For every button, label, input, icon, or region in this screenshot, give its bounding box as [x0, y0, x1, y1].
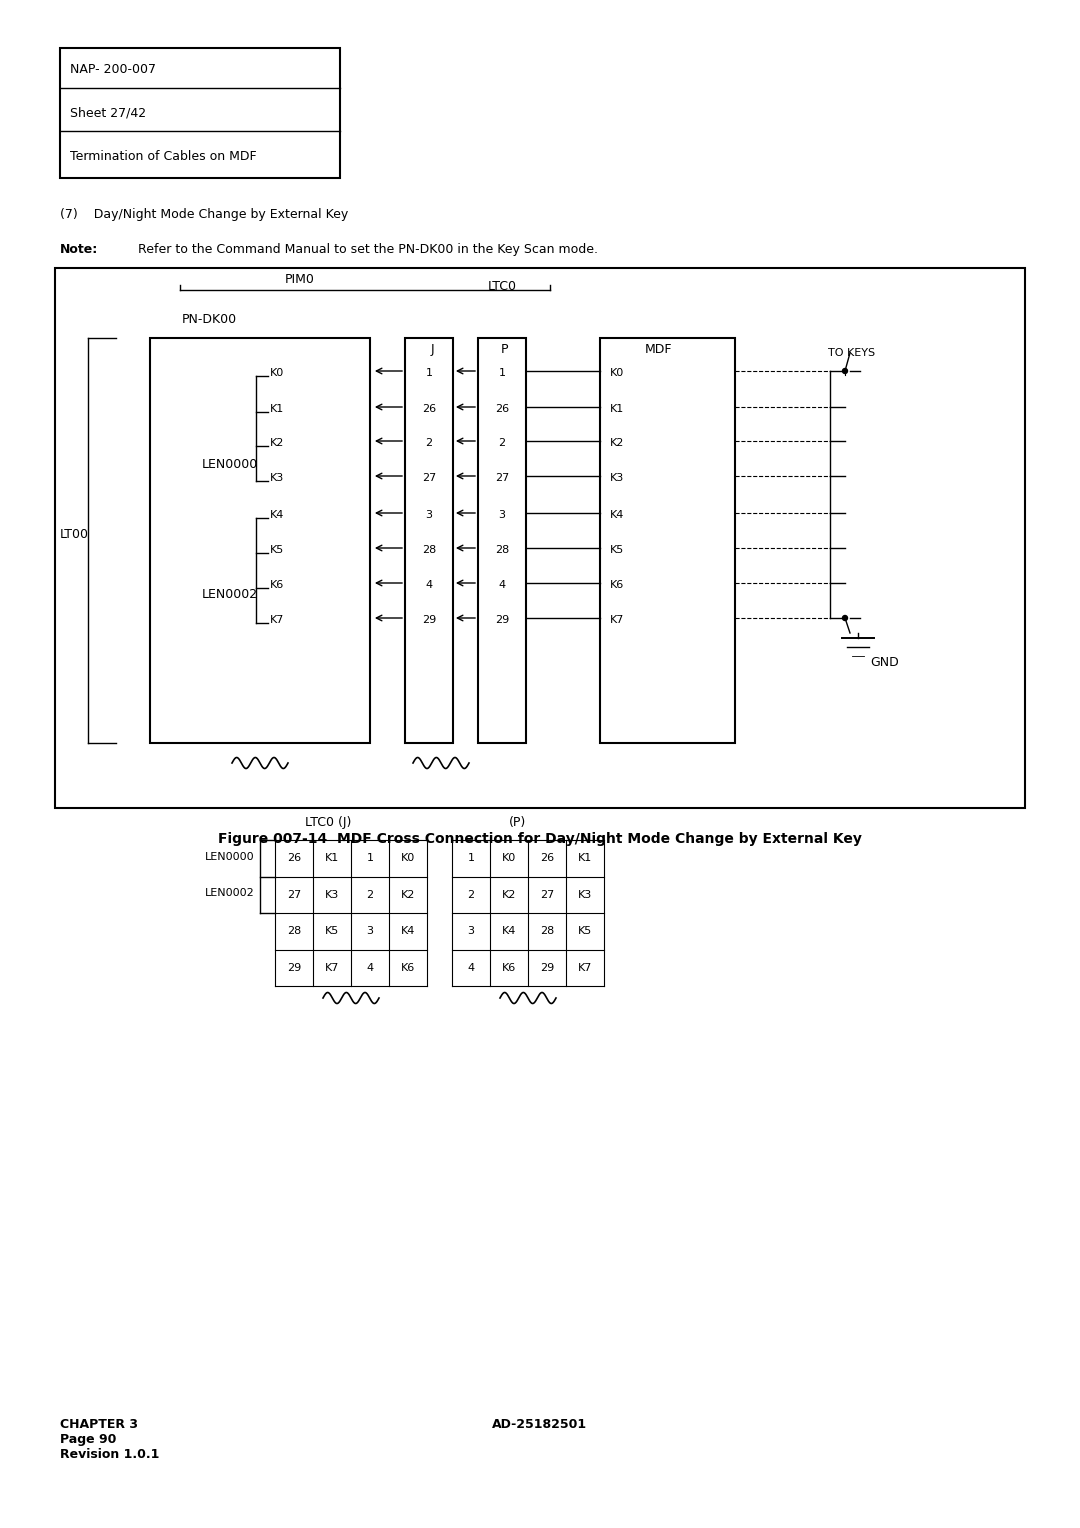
- Text: 3: 3: [499, 510, 505, 520]
- Circle shape: [842, 368, 848, 373]
- Text: Note:: Note:: [60, 243, 98, 257]
- Text: 26: 26: [287, 853, 301, 863]
- Text: 27: 27: [287, 889, 301, 900]
- Text: 27: 27: [495, 474, 509, 483]
- Text: K7: K7: [610, 614, 624, 625]
- Text: K1: K1: [270, 403, 284, 414]
- Text: K0: K0: [610, 368, 624, 377]
- Text: 27: 27: [540, 889, 554, 900]
- Text: 29: 29: [287, 963, 301, 973]
- Text: LT00: LT00: [60, 529, 89, 541]
- Text: K6: K6: [270, 581, 284, 590]
- Text: 28: 28: [422, 545, 436, 555]
- Bar: [405, 338, 453, 743]
- Text: 26: 26: [540, 853, 554, 863]
- Text: 4: 4: [426, 581, 433, 590]
- Text: CHAPTER 3
Page 90
Revision 1.0.1: CHAPTER 3 Page 90 Revision 1.0.1: [60, 1418, 160, 1461]
- Text: K3: K3: [325, 889, 339, 900]
- Text: 3: 3: [468, 926, 474, 937]
- Text: Sheet 27/42: Sheet 27/42: [70, 105, 146, 119]
- Text: Refer to the Command Manual to set the PN-DK00 in the Key Scan mode.: Refer to the Command Manual to set the P…: [130, 243, 598, 257]
- Text: 2: 2: [499, 439, 505, 448]
- Text: PIM0: PIM0: [285, 274, 315, 286]
- Text: K2: K2: [270, 439, 284, 448]
- Text: 1: 1: [499, 368, 505, 377]
- Text: 1: 1: [426, 368, 432, 377]
- Text: LEN0000: LEN0000: [202, 458, 258, 471]
- Text: K0: K0: [401, 853, 415, 863]
- Text: LEN0002: LEN0002: [205, 888, 255, 898]
- Text: PN-DK00: PN-DK00: [183, 313, 238, 325]
- Text: NAP- 200-007: NAP- 200-007: [70, 63, 156, 76]
- Text: K5: K5: [325, 926, 339, 937]
- Text: MDF: MDF: [645, 342, 673, 356]
- Text: TO KEYS: TO KEYS: [828, 348, 875, 358]
- Text: K4: K4: [401, 926, 415, 937]
- Text: LEN0002: LEN0002: [202, 588, 258, 601]
- Text: 26: 26: [422, 403, 436, 414]
- Text: 4: 4: [499, 581, 505, 590]
- Text: K5: K5: [610, 545, 624, 555]
- Text: 29: 29: [540, 963, 554, 973]
- Text: AD-25182501: AD-25182501: [492, 1418, 588, 1432]
- Text: K0: K0: [502, 853, 516, 863]
- Text: LTC0 (J): LTC0 (J): [305, 816, 351, 830]
- Circle shape: [842, 616, 848, 620]
- Text: 27: 27: [422, 474, 436, 483]
- Text: K6: K6: [610, 581, 624, 590]
- Bar: [55, 267, 1025, 808]
- Text: K1: K1: [325, 853, 339, 863]
- Text: K6: K6: [502, 963, 516, 973]
- Text: K3: K3: [270, 474, 284, 483]
- Text: 2: 2: [426, 439, 433, 448]
- Text: 2: 2: [468, 889, 474, 900]
- Bar: [60, 47, 340, 177]
- Text: K6: K6: [401, 963, 415, 973]
- Text: K3: K3: [578, 889, 592, 900]
- Text: 29: 29: [495, 614, 509, 625]
- Text: 28: 28: [540, 926, 554, 937]
- Text: 28: 28: [287, 926, 301, 937]
- Text: 1: 1: [366, 853, 374, 863]
- Text: 3: 3: [426, 510, 432, 520]
- Bar: [478, 338, 526, 743]
- Text: K5: K5: [578, 926, 592, 937]
- Text: K4: K4: [270, 510, 284, 520]
- Text: 3: 3: [366, 926, 374, 937]
- Text: P: P: [501, 342, 509, 356]
- Text: Figure 007-14  MDF Cross Connection for Day/Night Mode Change by External Key: Figure 007-14 MDF Cross Connection for D…: [218, 833, 862, 847]
- Text: 26: 26: [495, 403, 509, 414]
- Text: 4: 4: [468, 963, 474, 973]
- Text: K5: K5: [270, 545, 284, 555]
- Text: LTC0: LTC0: [488, 280, 517, 293]
- Text: K3: K3: [610, 474, 624, 483]
- Text: K2: K2: [502, 889, 516, 900]
- Text: J: J: [430, 342, 434, 356]
- Bar: [600, 338, 735, 743]
- Text: 4: 4: [366, 963, 374, 973]
- Text: LEN0000: LEN0000: [205, 853, 255, 862]
- Text: 29: 29: [422, 614, 436, 625]
- Text: K7: K7: [270, 614, 284, 625]
- Text: GND: GND: [870, 656, 899, 669]
- Text: K7: K7: [325, 963, 339, 973]
- Text: K1: K1: [610, 403, 624, 414]
- Bar: [150, 338, 370, 743]
- Text: K1: K1: [578, 853, 592, 863]
- Text: 2: 2: [366, 889, 374, 900]
- Text: K2: K2: [401, 889, 415, 900]
- Text: K4: K4: [502, 926, 516, 937]
- Text: (P): (P): [509, 816, 526, 830]
- Text: 1: 1: [468, 853, 474, 863]
- Text: K2: K2: [610, 439, 624, 448]
- Text: 28: 28: [495, 545, 509, 555]
- Text: K4: K4: [610, 510, 624, 520]
- Text: Termination of Cables on MDF: Termination of Cables on MDF: [70, 150, 257, 163]
- Text: K7: K7: [578, 963, 592, 973]
- Text: (7)    Day/Night Mode Change by External Key: (7) Day/Night Mode Change by External Ke…: [60, 208, 348, 222]
- Text: K0: K0: [270, 368, 284, 377]
